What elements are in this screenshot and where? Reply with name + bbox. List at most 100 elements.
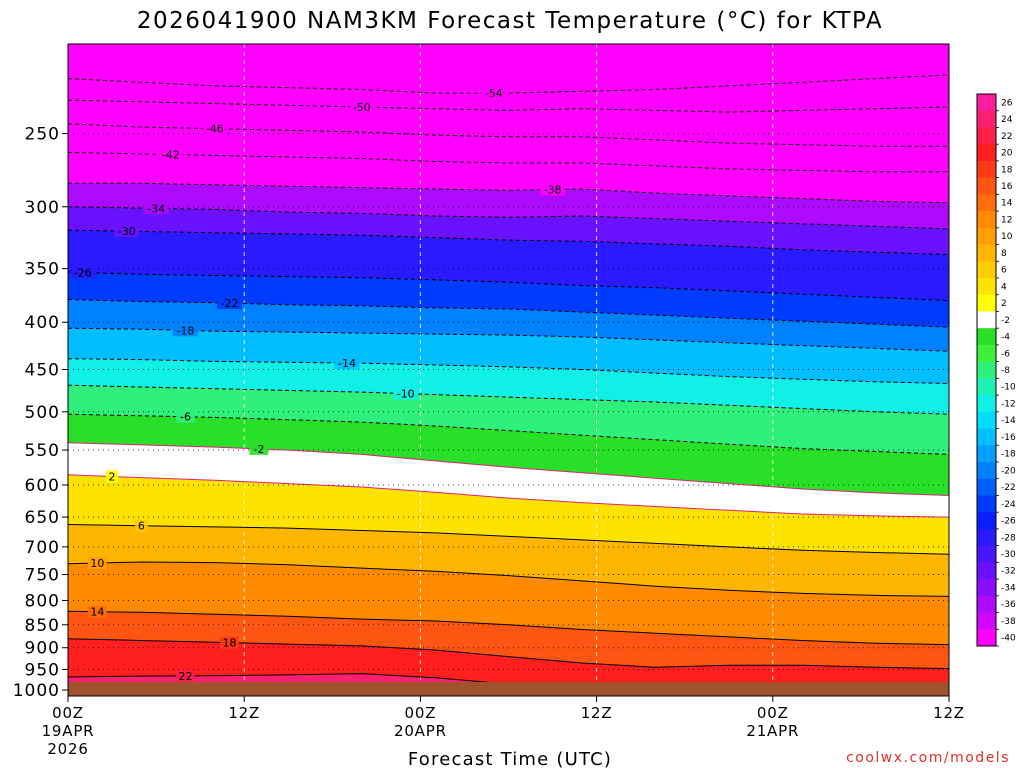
- colorbar-tick-label: -24: [1001, 500, 1016, 510]
- svg-text:2: 2: [109, 470, 116, 483]
- x-tick-label: 12Z: [228, 704, 260, 722]
- colorbar-tick-label: -38: [1001, 617, 1016, 627]
- band--54: [68, 74, 949, 113]
- isotherm-line: [68, 524, 949, 555]
- colorbar-swatch: [977, 144, 996, 162]
- colorbar-tick-label: 18: [1001, 165, 1013, 175]
- band--34: [68, 206, 949, 255]
- isotherm-line: [68, 610, 949, 646]
- colorbar-tick-label: 16: [1001, 182, 1013, 192]
- colorbar-tick-label: 4: [1001, 282, 1007, 292]
- colorbar-swatch: [977, 244, 996, 262]
- credit-text: coolwx.com/models: [846, 750, 1010, 766]
- svg-text:-10: -10: [397, 388, 415, 401]
- colorbar-tick-label: -10: [1001, 383, 1016, 393]
- y-tick-label: 350: [25, 260, 60, 280]
- svg-text:-22: -22: [221, 297, 239, 310]
- x-tick-label: 00Z: [757, 704, 789, 722]
- isotherm-line: [68, 638, 949, 670]
- isotherm-label: -50: [349, 101, 375, 114]
- band-2: [68, 474, 949, 555]
- colorbar-tick-label: 14: [1001, 199, 1013, 209]
- y-tick-label: 750: [25, 566, 60, 586]
- colorbar-swatch: [977, 512, 996, 530]
- band-10: [68, 562, 949, 645]
- colorbar-swatch: [977, 378, 996, 396]
- svg-text:18: 18: [223, 637, 237, 650]
- isotherm-label: -22: [216, 297, 243, 310]
- colorbar-swatch: [977, 545, 996, 563]
- y-tick-label: 900: [25, 639, 60, 659]
- isotherm-line: [68, 413, 949, 455]
- svg-text:10: 10: [90, 557, 104, 570]
- colorbar-swatch: [977, 478, 996, 496]
- isotherm-label: -38: [539, 183, 566, 197]
- colorbar-tick-label: -36: [1001, 600, 1016, 610]
- colorbar-tick-label: -40: [1001, 634, 1016, 644]
- colorbar-tick-label: 6: [1001, 266, 1007, 276]
- y-tick-label: 950: [25, 660, 60, 680]
- colorbar-tick-label: 2: [1001, 299, 1007, 309]
- isotherm-line: [68, 474, 949, 518]
- x-tick-date: 20APR: [394, 722, 447, 740]
- isotherm-line: [68, 561, 949, 597]
- band--42: [68, 152, 949, 203]
- y-tick-label: 300: [25, 198, 60, 218]
- y-tick-label: 500: [25, 403, 60, 423]
- svg-text:-2: -2: [253, 443, 264, 456]
- colorbar-swatch: [977, 94, 996, 112]
- colorbar-swatch: [977, 428, 996, 446]
- colorbar-swatch: [977, 194, 996, 212]
- svg-text:22: 22: [178, 670, 192, 683]
- y-tick-label: 650: [25, 508, 60, 528]
- x-tick-date: 21APR: [746, 722, 799, 740]
- colorbar-tick-label: 24: [1001, 115, 1013, 125]
- colorbar-tick-label: -32: [1001, 567, 1016, 577]
- svg-text:-30: -30: [118, 225, 136, 238]
- colorbar-swatch: [977, 445, 996, 463]
- colorbar-swatch: [977, 344, 996, 363]
- isotherm-label: 10: [87, 557, 107, 570]
- colorbar-swatch: [977, 311, 996, 329]
- y-tick-label: 800: [25, 591, 60, 611]
- isotherm-label: -14: [334, 357, 360, 370]
- surface-ground: [68, 682, 949, 696]
- colorbar-swatch: [977, 227, 996, 246]
- colorbar-tick-label: 26: [1001, 98, 1013, 108]
- colorbar-swatch: [977, 177, 996, 195]
- band--10: [68, 385, 949, 455]
- svg-text:-54: -54: [485, 87, 503, 100]
- colorbar-swatch: [977, 579, 996, 597]
- isotherm-label: -26: [70, 266, 96, 280]
- svg-text:-6: -6: [180, 411, 191, 424]
- y-tick-label: 400: [25, 313, 60, 333]
- colorbar-tick-label: -30: [1001, 550, 1016, 560]
- svg-text:-42: -42: [162, 149, 180, 162]
- colorbar-tick-label: 12: [1001, 215, 1012, 225]
- y-axis-ticks: 250 300 350 400 450 500 550 600 650 700 750 800 850 9…: [13, 125, 68, 701]
- temperature-bands: [68, 44, 949, 696]
- colorbar-tick-label: -6: [1001, 349, 1010, 359]
- band-18: [68, 638, 949, 690]
- band--26: [68, 272, 949, 328]
- x-tick-label: 12Z: [581, 704, 613, 722]
- colorbar-swatch: [977, 328, 996, 346]
- colorbar-tick-label: 8: [1001, 249, 1007, 259]
- colorbar-swatch: [977, 261, 996, 279]
- y-tick-label: 550: [25, 441, 60, 461]
- isotherm-label: -10: [393, 387, 419, 401]
- isotherm-label: -2: [249, 442, 269, 456]
- plot-area: -54-50-46-42-38-34-30-26-22-18-14-10-6-2…: [68, 44, 949, 696]
- isotherm-label: -30: [114, 225, 140, 238]
- colorbar-swatch: [977, 612, 996, 630]
- svg-text:14: 14: [90, 606, 104, 619]
- isotherm-label: -46: [202, 122, 228, 136]
- y-tick-label: 450: [25, 361, 60, 381]
- band-14: [68, 611, 949, 669]
- isotherm-contours: -54-50-46-42-38-34-30-26-22-18-14-10-6-2…: [68, 74, 949, 691]
- colorbar-swatch: [977, 361, 996, 379]
- band--30: [68, 230, 949, 301]
- x-tick-label: 00Z: [52, 704, 84, 722]
- colorbar-swatch: [977, 595, 996, 614]
